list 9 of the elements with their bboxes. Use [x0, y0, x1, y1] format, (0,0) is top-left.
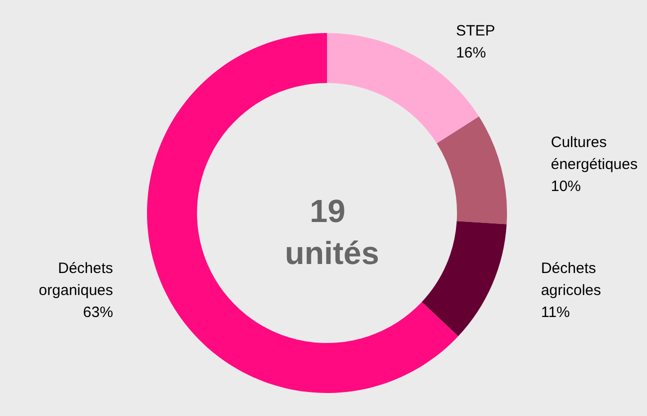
slice-label: Déchets organiques: [38, 260, 114, 299]
slice-label: STEP: [456, 22, 496, 40]
text: 19 unités: [284, 193, 380, 271]
data-label: 16%: [456, 44, 486, 62]
slice-label: Cultures énergétiques: [550, 134, 638, 174]
data-label: 10%: [550, 178, 581, 196]
data-label: 63%: [83, 304, 114, 321]
data-label: 11%: [540, 304, 570, 321]
slice-label: Déchets agricoles: [540, 260, 601, 299]
